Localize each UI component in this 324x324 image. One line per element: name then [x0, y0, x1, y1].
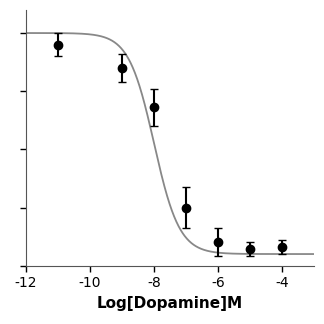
X-axis label: Log[Dopamine]M: Log[Dopamine]M	[97, 296, 243, 311]
